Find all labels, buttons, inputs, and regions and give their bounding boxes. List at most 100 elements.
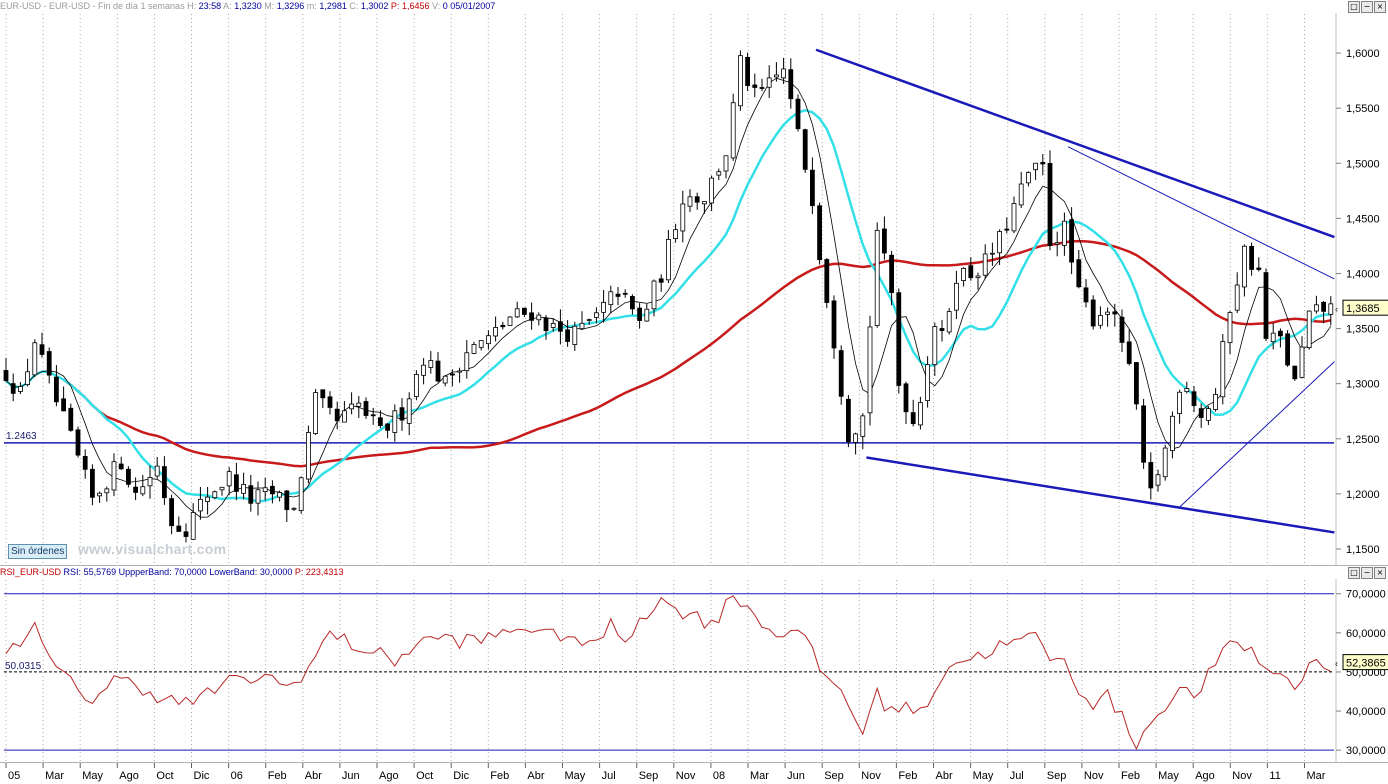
candle [104, 486, 110, 502]
candle [802, 128, 808, 173]
orders-button[interactable]: Sin órdenes [8, 544, 68, 559]
candle [1206, 406, 1211, 425]
candle [1220, 334, 1226, 405]
candle [233, 462, 239, 501]
candle-body [939, 328, 945, 331]
candle-body [111, 461, 117, 491]
candle-body [709, 177, 714, 204]
candle [889, 250, 894, 306]
candle [1249, 242, 1254, 276]
candle-body [1148, 462, 1154, 489]
candle-body [320, 389, 326, 399]
candle [284, 489, 290, 523]
candle-body [1256, 267, 1262, 270]
candle-body [1054, 242, 1060, 245]
candle [327, 391, 333, 415]
minimize-icon[interactable]: − [1361, 567, 1373, 579]
candle [874, 222, 880, 328]
candle-body [946, 311, 952, 333]
candle-body [277, 492, 283, 498]
candle-body [831, 300, 837, 349]
price-y-tick-label: 1,2500 [1346, 434, 1380, 446]
candle-body [594, 312, 599, 318]
candle-body [464, 352, 470, 372]
candle-body [982, 253, 988, 276]
price-chart[interactable]: 1,6000 1,5500 1,5000 1,4500 1,4000 1,3500 1,30… [0, 0, 1388, 565]
rsi-chart[interactable]: 70,000060,000050,000040,000030,000050.03… [0, 566, 1388, 763]
candle-body [212, 491, 218, 499]
candle-body [291, 507, 297, 510]
lower-band-value: 30,0000 [259, 567, 293, 577]
candle [183, 523, 189, 543]
close-icon[interactable]: × [1374, 1, 1386, 13]
candle [615, 286, 621, 306]
candle-body [1285, 333, 1290, 366]
candle-body [140, 486, 146, 495]
candle [471, 341, 477, 355]
candle-body [824, 259, 830, 303]
candle-body [1220, 341, 1226, 398]
price-y-tick-label: 1,3500 [1346, 324, 1380, 336]
candle [774, 62, 779, 82]
candle-body [176, 525, 182, 532]
candle [759, 78, 765, 92]
x-tick-label: Jul [602, 770, 616, 782]
candle [457, 367, 463, 383]
candle-body [1242, 245, 1247, 288]
candle-body [550, 323, 556, 328]
candle [377, 410, 383, 429]
candle [752, 73, 758, 98]
candle-body [910, 412, 916, 425]
price-chart-panel[interactable]: 1,6000 1,5500 1,5000 1,4500 1,4000 1,3500 1,30… [0, 0, 1388, 565]
candle [75, 426, 81, 458]
minimize-icon[interactable]: − [1361, 1, 1373, 13]
x-tick-label: Jul [1010, 770, 1024, 782]
candle-body [889, 254, 894, 293]
candle-body [680, 203, 686, 232]
candle-body [896, 292, 902, 386]
rsi-line [5, 595, 1332, 751]
candle [1112, 303, 1118, 327]
restore-icon[interactable]: □ [1348, 567, 1360, 579]
candle-body [1278, 330, 1283, 337]
candle-body [630, 296, 635, 310]
candle [997, 229, 1002, 266]
candle [910, 399, 916, 427]
open-value: 1,3230 [234, 1, 262, 11]
candle-body [738, 55, 743, 107]
candle [493, 316, 499, 342]
close-icon[interactable]: × [1374, 567, 1386, 579]
close-label: C: [349, 1, 359, 11]
candle-body [1249, 245, 1254, 270]
restore-icon[interactable]: □ [1348, 1, 1360, 13]
candle [1170, 411, 1175, 459]
x-tick-label: Ago [119, 770, 139, 782]
candle [687, 189, 693, 212]
candle [226, 467, 232, 496]
x-tick-label: Abr [305, 770, 322, 782]
candle-body [305, 432, 311, 480]
candle-body [975, 275, 981, 279]
rsi-y-tick-label: 70,0000 [1346, 589, 1386, 601]
candle [1119, 309, 1125, 353]
candle-body [1213, 394, 1218, 410]
candle-body [1026, 172, 1031, 184]
candle-body [666, 239, 671, 281]
candle-body [651, 280, 657, 310]
candle [896, 288, 902, 394]
candle-body [262, 487, 268, 493]
candle-body [673, 229, 678, 239]
rising-trendline [1179, 361, 1335, 508]
candle [341, 401, 347, 423]
candle-body [233, 474, 239, 492]
rsi-reference-label: 50.0315 [5, 661, 42, 672]
candle [990, 242, 995, 266]
candle-body [846, 398, 851, 443]
candle-body [514, 308, 520, 318]
candle-body [752, 84, 758, 88]
time-axis: 05 Mar May Ago Oct Dic 06 Feb Abr Jun Ago Oct Dic Feb… [0, 762, 1388, 784]
candle-body [126, 468, 131, 485]
rsi-chart-panel[interactable]: 70,0000 60,0000 50,0000 40,0000 30,0000 50.03… [0, 565, 1388, 763]
candle-body [918, 402, 923, 426]
rsi-last-box [1342, 654, 1388, 671]
